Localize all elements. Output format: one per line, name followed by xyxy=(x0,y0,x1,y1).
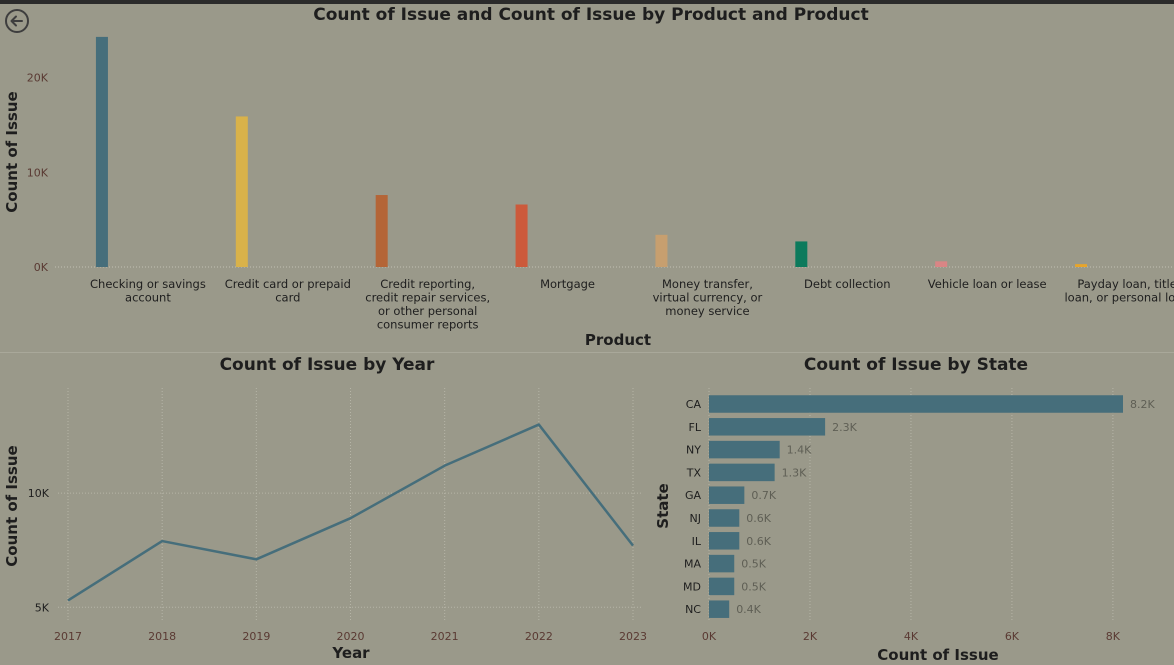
bar xyxy=(709,418,826,436)
bar xyxy=(709,395,1123,413)
x-tick-label: account xyxy=(125,291,171,305)
x-tick-label: Vehicle loan or lease xyxy=(928,277,1047,291)
x-tick-label: 2017 xyxy=(54,630,82,643)
x-tick-label: card xyxy=(275,291,300,305)
data-label: 1.3K xyxy=(782,466,807,479)
bar xyxy=(235,116,248,267)
x-tick-label: Checking or savings xyxy=(90,277,206,291)
data-label: 0.7K xyxy=(751,489,776,502)
x-axis-title: Count of Issue xyxy=(877,646,998,664)
x-tick-label: Money transfer, xyxy=(662,277,753,291)
x-axis-title: Product xyxy=(585,331,651,349)
data-label: 0.6K xyxy=(746,535,771,548)
y-tick-label: MA xyxy=(684,558,701,571)
x-axis-title: Year xyxy=(331,644,370,662)
data-label: 0.5K xyxy=(741,580,766,593)
state-chart: 0K 2K 4K 6K 8K CA 8.2K FL 2.3K NY 1.4K TX 1.3K GA 0.7K… xyxy=(655,388,1155,664)
data-label: 0.5K xyxy=(741,558,766,571)
x-tick-label: or other personal xyxy=(378,304,477,318)
bar xyxy=(709,486,745,504)
y-axis-title: State xyxy=(655,483,672,528)
bar xyxy=(709,509,740,527)
x-tick-label: Credit card or prepaid xyxy=(225,277,351,291)
y-tick-label: 0K xyxy=(34,261,49,274)
x-tick-label: 2021 xyxy=(431,630,459,643)
section-divider xyxy=(0,352,1174,353)
x-tick-label: consumer reports xyxy=(377,318,479,332)
x-tick-label: 4K xyxy=(904,630,919,643)
y-axis-title: Count of Issue xyxy=(3,91,21,212)
y-tick-label: GA xyxy=(685,489,702,502)
bar xyxy=(795,241,808,267)
bar xyxy=(709,440,780,459)
y-tick-label: 20K xyxy=(27,72,49,85)
bar xyxy=(709,600,730,618)
y-axis-title: Count of Issue xyxy=(3,445,21,566)
y-tick-label: 10K xyxy=(28,487,50,500)
x-tick-label: 2018 xyxy=(148,630,176,643)
bar xyxy=(709,554,735,573)
y-tick-label: CA xyxy=(686,398,702,411)
y-tick-label: 5K xyxy=(35,601,50,614)
state-chart-title: Count of Issue by State xyxy=(803,355,1029,375)
y-tick-label: 10K xyxy=(27,166,49,179)
y-tick-label: TX xyxy=(686,466,702,479)
bar xyxy=(1075,264,1088,267)
x-tick-label: loan, or personal loan xyxy=(1064,291,1174,305)
x-tick-label: 8K xyxy=(1106,630,1121,643)
y-tick-label: NC xyxy=(685,603,701,616)
x-tick-label: virtual currency, or xyxy=(653,291,763,305)
bar xyxy=(515,204,528,267)
bar xyxy=(709,532,740,550)
data-label: 1.4K xyxy=(787,444,812,457)
x-tick-label: 2019 xyxy=(242,630,270,643)
x-tick-label: 2020 xyxy=(337,630,365,643)
bar xyxy=(709,577,735,596)
x-tick-label: 2K xyxy=(803,630,818,643)
x-tick-label: 0K xyxy=(702,630,717,643)
x-tick-label: 6K xyxy=(1005,630,1020,643)
y-tick-label: NY xyxy=(686,444,701,457)
data-label: 2.3K xyxy=(832,421,857,434)
bar xyxy=(375,195,388,267)
product-chart-title: Count of Issue and Count of Issue by Pro… xyxy=(313,5,869,25)
x-tick-label: credit repair services, xyxy=(365,291,490,305)
y-tick-label: MD xyxy=(683,580,701,593)
data-label: 0.6K xyxy=(746,512,771,525)
x-tick-label: 2022 xyxy=(525,630,553,643)
data-label: 8.2K xyxy=(1130,398,1155,411)
x-tick-label: 2023 xyxy=(619,630,647,643)
x-tick-label: money service xyxy=(665,304,749,318)
bar xyxy=(95,36,108,268)
x-tick-label: Debt collection xyxy=(804,277,891,291)
data-label: 0.4K xyxy=(736,603,761,616)
year-chart-title: Count of Issue by Year xyxy=(219,355,435,375)
x-tick-label: Credit reporting, xyxy=(380,277,475,291)
y-tick-label: IL xyxy=(692,535,702,548)
window-top-bar xyxy=(0,0,1174,4)
y-tick-label: FL xyxy=(689,421,702,434)
bar xyxy=(709,463,775,482)
bar xyxy=(655,234,668,267)
bar xyxy=(935,261,948,267)
year-chart: 2017 2018 2019 2020 2021 2022 2023 5K 10K Year Cou… xyxy=(3,388,647,662)
series-line xyxy=(67,423,634,602)
x-tick-label: Payday loan, title xyxy=(1077,277,1174,291)
arrow-left-circle-icon xyxy=(10,15,23,27)
y-tick-label: NJ xyxy=(690,512,701,525)
back-button[interactable] xyxy=(5,9,29,33)
x-tick-label: Mortgage xyxy=(540,277,595,291)
